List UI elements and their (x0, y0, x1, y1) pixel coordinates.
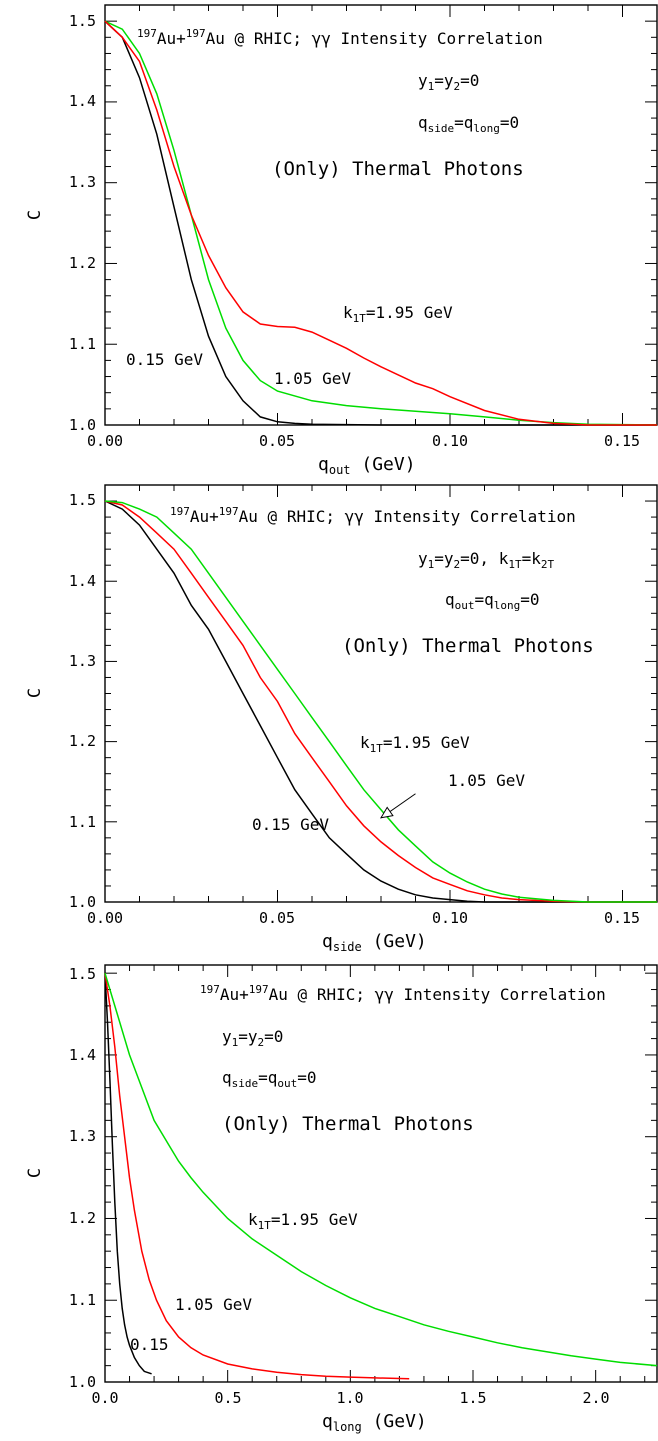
series-line (104, 500, 657, 903)
x-tick-label: 2.0 (582, 1389, 609, 1407)
chart-title: 197Au+197Au @ RHIC; γγ Intensity Correla… (200, 983, 606, 1004)
x-tick-label: 0.05 (259, 909, 295, 927)
x-tick-label: 0.0 (91, 1389, 118, 1407)
x-axis-label: qside (GeV) (322, 931, 427, 954)
x-tick-label: 0.10 (432, 432, 468, 450)
x-tick-label: 1.0 (336, 1389, 363, 1407)
momentum-annotation: qout=qlong=0 (445, 590, 540, 612)
series-line (104, 20, 658, 426)
label-k-015: 0.15 GeV (252, 815, 329, 834)
y-axis-label: C (25, 688, 45, 698)
label-k-105: 1.05 GeV (175, 1295, 252, 1314)
series-line (104, 500, 657, 903)
y-tick-label: 1.2 (69, 732, 96, 750)
x-tick-label: 1.5 (459, 1389, 486, 1407)
series-line (104, 20, 657, 426)
y-tick-label: 1.0 (69, 1373, 96, 1391)
y-tick-label: 1.1 (69, 1291, 96, 1309)
panel-qlong: 1.0 1.1 1.2 1.3 1.4 1.5 0.0 0.5 1.0 1.5 … (25, 964, 658, 1434)
y-tick-label: 1.3 (69, 1127, 96, 1145)
x-tick-label: 0.00 (87, 909, 123, 927)
series-line (104, 20, 657, 426)
label-k-195: k1T=1.95 GeV (343, 303, 453, 325)
rapidity-annotation: y1=y2=0 (418, 71, 479, 93)
x-axis-label: qout (GeV) (318, 454, 416, 477)
rapidity-annotation: y1=y2=0, k1T=k2T (418, 549, 554, 571)
plot-frame (104, 964, 658, 1383)
y-tick-label: 1.4 (69, 572, 96, 590)
series-group (104, 500, 657, 903)
series-line (104, 972, 658, 1367)
x-tick-label: 0.15 (604, 432, 640, 450)
arrow-head (380, 806, 394, 819)
tick-marks (104, 484, 658, 903)
tick-marks (104, 4, 658, 426)
x-tick-label: 0.05 (259, 432, 295, 450)
label-k-015: 0.15 (130, 1335, 169, 1354)
label-k-105: 1.05 GeV (448, 771, 525, 790)
tick-marks (104, 965, 657, 1383)
series-line (104, 973, 410, 1380)
y-tick-label: 1.5 (69, 965, 96, 983)
y-tick-label: 1.0 (69, 893, 96, 911)
chart-title: 197Au+197Au @ RHIC; γγ Intensity Correla… (170, 505, 576, 526)
momentum-annotation: qside=qlong=0 (418, 113, 519, 135)
label-k-195: k1T=1.95 GeV (248, 1210, 358, 1232)
panel-qout: 1.0 1.1 1.2 1.3 1.4 1.5 0.00 0.05 0.10 0… (25, 4, 658, 477)
x-axis-label: qlong (GeV) (322, 1411, 427, 1434)
x-tick-label: 0.15 (604, 909, 640, 927)
thermal-photons-label: (Only) Thermal Photons (272, 158, 524, 180)
y-tick-label: 1.3 (69, 652, 96, 670)
label-k-195: k1T=1.95 GeV (360, 733, 470, 755)
y-axis-label: C (25, 1168, 45, 1178)
thermal-photons-label: (Only) Thermal Photons (222, 1113, 474, 1135)
momentum-annotation: qside=qout=0 (222, 1068, 317, 1090)
y-tick-label: 1.1 (69, 813, 96, 831)
label-k-015: 0.15 GeV (126, 350, 203, 369)
y-tick-label: 1.4 (69, 1046, 96, 1064)
plot-frame (104, 484, 658, 903)
thermal-photons-label: (Only) Thermal Photons (342, 635, 594, 657)
y-tick-label: 1.0 (69, 416, 96, 434)
label-k-105: 1.05 GeV (274, 369, 351, 388)
series-line (104, 500, 657, 903)
y-tick-label: 1.5 (69, 12, 96, 30)
y-tick-label: 1.2 (69, 254, 96, 272)
rapidity-annotation: y1=y2=0 (222, 1027, 283, 1049)
series-line (104, 973, 152, 1375)
y-axis-label: C (25, 210, 45, 220)
x-tick-label: 0.10 (432, 909, 468, 927)
series-group (104, 972, 658, 1380)
x-tick-label: 0.00 (87, 432, 123, 450)
y-tick-label: 1.2 (69, 1209, 96, 1227)
y-tick-label: 1.5 (69, 491, 96, 509)
y-tick-label: 1.3 (69, 173, 96, 191)
x-tick-label: 0.5 (214, 1389, 241, 1407)
y-tick-label: 1.4 (69, 92, 96, 110)
series-group (104, 20, 658, 426)
y-tick-label: 1.1 (69, 335, 96, 353)
panel-qside: 1.0 1.1 1.2 1.3 1.4 1.5 0.00 0.05 0.10 0… (25, 484, 658, 954)
chart-title: 197Au+197Au @ RHIC; γγ Intensity Correla… (137, 27, 543, 48)
